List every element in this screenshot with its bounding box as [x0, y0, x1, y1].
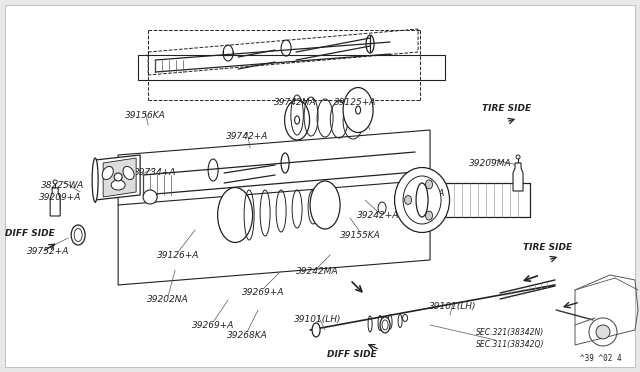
Text: 39209MA: 39209MA — [468, 158, 511, 167]
Text: 38225WA: 38225WA — [40, 180, 84, 189]
Text: 39209+A: 39209+A — [39, 193, 81, 202]
Ellipse shape — [92, 158, 98, 202]
Text: 39268KA: 39268KA — [227, 331, 268, 340]
Ellipse shape — [71, 225, 85, 245]
Ellipse shape — [114, 173, 122, 181]
Ellipse shape — [102, 166, 113, 180]
Text: TIRE SIDE: TIRE SIDE — [483, 103, 532, 112]
Polygon shape — [95, 155, 140, 200]
Text: TIRE SIDE: TIRE SIDE — [524, 244, 573, 253]
Ellipse shape — [596, 325, 610, 339]
Text: 39742+A: 39742+A — [226, 132, 268, 141]
Ellipse shape — [143, 190, 157, 204]
Ellipse shape — [285, 100, 310, 140]
Text: 39125+A: 39125+A — [334, 97, 376, 106]
Ellipse shape — [403, 176, 441, 224]
Ellipse shape — [404, 196, 412, 205]
Ellipse shape — [516, 155, 520, 159]
Text: 39734+A: 39734+A — [134, 167, 177, 176]
Text: DIFF SIDE: DIFF SIDE — [5, 230, 55, 238]
Ellipse shape — [123, 166, 134, 180]
Ellipse shape — [312, 323, 320, 337]
Ellipse shape — [53, 180, 57, 184]
Polygon shape — [513, 163, 523, 191]
Text: 39242+A: 39242+A — [357, 212, 399, 221]
Text: 39752+A: 39752+A — [27, 247, 69, 256]
Ellipse shape — [395, 167, 449, 232]
Text: 39126+A: 39126+A — [157, 251, 199, 260]
Ellipse shape — [310, 181, 340, 229]
Text: 39269+A: 39269+A — [242, 288, 284, 298]
Ellipse shape — [111, 180, 125, 190]
Text: 39234+A: 39234+A — [403, 189, 445, 199]
Ellipse shape — [416, 183, 428, 217]
Ellipse shape — [426, 180, 433, 189]
Text: SEC.311(38342Q): SEC.311(38342Q) — [476, 340, 544, 349]
Ellipse shape — [380, 317, 390, 333]
Text: 39101(LH): 39101(LH) — [294, 315, 342, 324]
Polygon shape — [50, 188, 60, 216]
Text: 39742MA: 39742MA — [274, 97, 316, 106]
Text: 39101(LH): 39101(LH) — [429, 302, 477, 311]
Text: 39269+A: 39269+A — [192, 321, 234, 330]
Polygon shape — [103, 158, 136, 197]
Text: 39156KA: 39156KA — [125, 110, 166, 119]
Text: SEC.321(38342N): SEC.321(38342N) — [476, 328, 544, 337]
Text: ^39 ^02 4: ^39 ^02 4 — [580, 354, 622, 363]
Text: 39155KA: 39155KA — [340, 231, 380, 240]
Text: 39242MA: 39242MA — [296, 267, 339, 276]
Ellipse shape — [403, 314, 408, 321]
Text: 39202NA: 39202NA — [147, 295, 189, 304]
Text: DIFF SIDE: DIFF SIDE — [327, 350, 377, 359]
Ellipse shape — [426, 211, 433, 220]
Ellipse shape — [218, 187, 253, 243]
Ellipse shape — [343, 87, 373, 132]
Polygon shape — [118, 130, 430, 285]
